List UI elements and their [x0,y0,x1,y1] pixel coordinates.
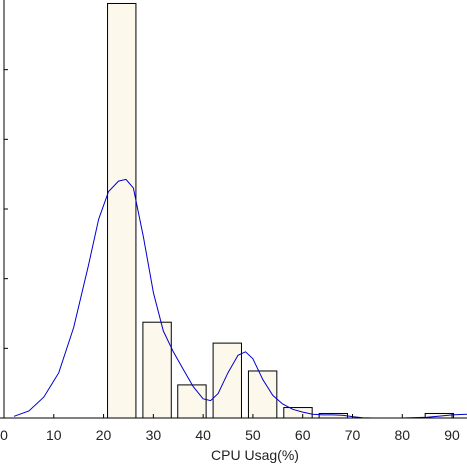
x-axis-label: CPU Usag(%) [211,447,299,463]
x-tick-label-8: 80 [394,427,410,443]
x-tick-label-0: 0 [0,427,8,443]
histogram-bar-1 [142,321,172,419]
x-tick-label-4: 40 [195,427,211,443]
x-tick-label-6: 60 [295,427,311,443]
x-tick-label-7: 70 [345,427,361,443]
histogram-bar-2 [177,384,207,419]
y-ticks [4,69,8,349]
x-tick-label-2: 20 [96,427,112,443]
x-tick-label-9: 90 [444,427,460,443]
histogram-bar-3 [212,342,242,419]
x-tick-label-3: 30 [146,427,162,443]
x-tick-label-1: 10 [46,427,62,443]
x-ticks: 0 10 20 30 40 50 60 70 80 90 [0,414,460,443]
histogram-bar-0 [107,2,137,419]
bars-layer [107,2,455,419]
x-tick-label-5: 50 [245,427,261,443]
